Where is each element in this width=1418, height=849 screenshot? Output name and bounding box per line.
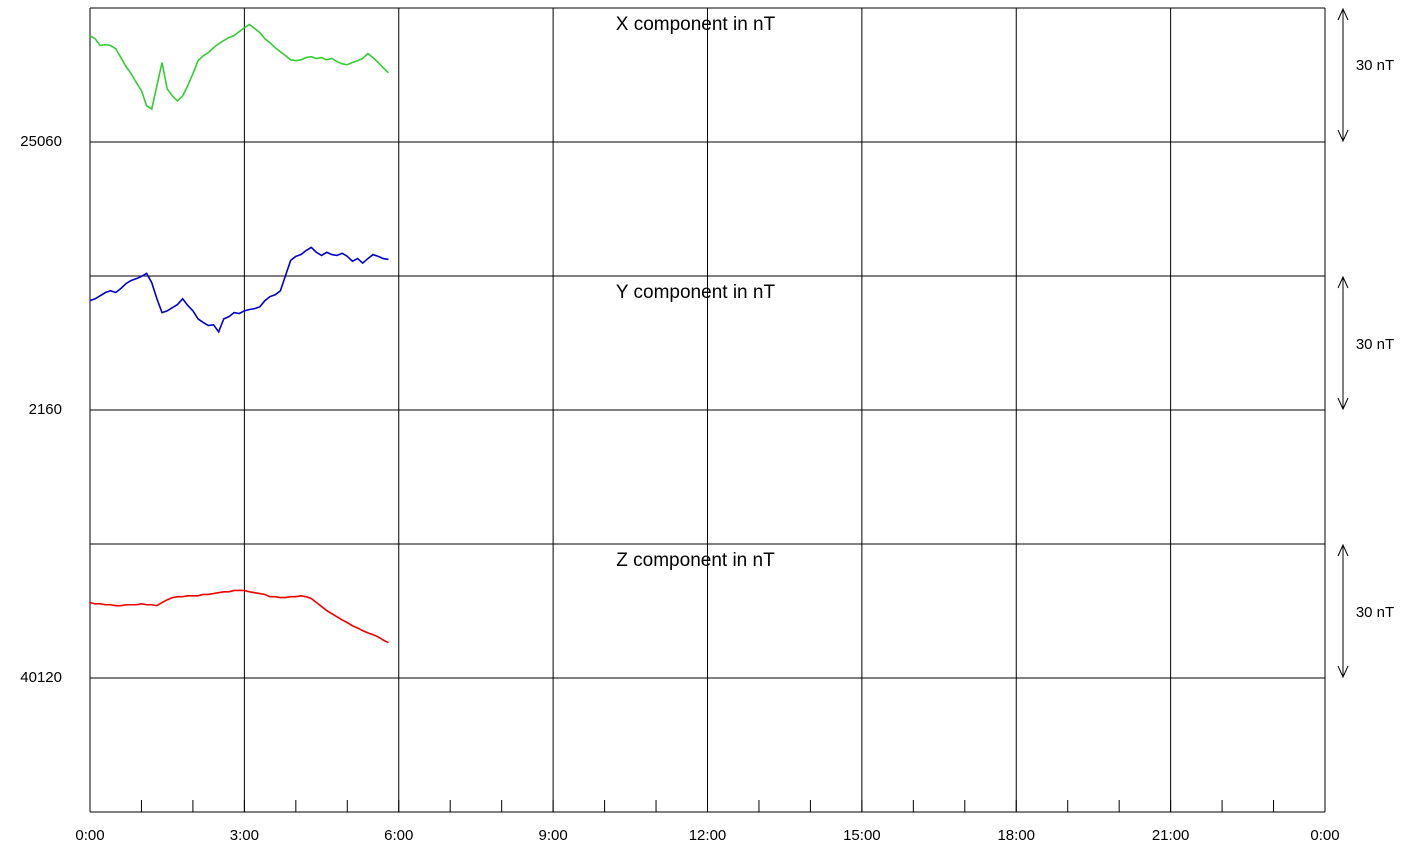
arrow-head (1337, 129, 1349, 143)
x-tick-label: 0:00 (1310, 827, 1339, 844)
y-tick-label: 40120 (20, 669, 62, 686)
panel-title: X component in nT (616, 14, 776, 35)
panel-title: Y component in nT (616, 282, 776, 303)
x-tick-label: 6:00 (384, 827, 413, 844)
arrow-head (1337, 543, 1349, 557)
data-line (89, 246, 389, 334)
x-tick-label: 3:00 (230, 827, 259, 844)
x-tick-label: 21:00 (1152, 827, 1190, 844)
arrow-head (1337, 7, 1349, 21)
x-tick-label: 15:00 (843, 827, 881, 844)
x-tick-label: 18:00 (997, 827, 1035, 844)
data-line (89, 23, 390, 111)
arrow-head (1337, 397, 1349, 411)
x-tick-label: 9:00 (539, 827, 568, 844)
arrow-head (1337, 275, 1349, 289)
x-tick-label: 12:00 (689, 827, 727, 844)
x-tick-label: 0:00 (75, 827, 104, 844)
scale-label: 30 nT (1356, 57, 1394, 74)
y-tick-label: 2160 (29, 401, 62, 418)
data-line (89, 589, 389, 644)
panel-title: Z component in nT (616, 550, 775, 571)
arrow-head (1337, 665, 1349, 679)
scale-label: 30 nT (1356, 336, 1394, 353)
scale-label: 30 nT (1356, 604, 1394, 621)
y-tick-label: 25060 (20, 133, 62, 150)
